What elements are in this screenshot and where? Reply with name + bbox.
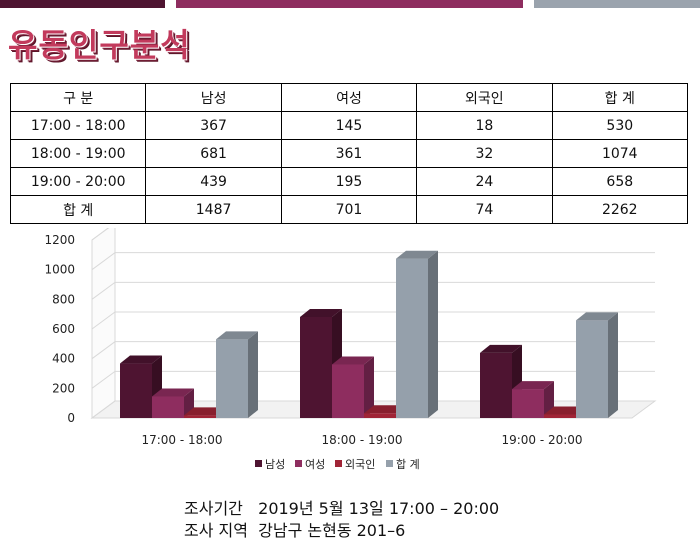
legend-label: 남성 [265, 458, 285, 471]
table-cell: 17:00 - 18:00 [9, 111, 147, 140]
legend-label: 외국인 [345, 458, 375, 471]
table-row: 17:00 - 18:00 367 145 18 530 [9, 111, 689, 140]
survey-location: 조사 지역 강남구 논현동 201–6 [184, 521, 406, 540]
summary-table: 구 분 남성 여성 외국인 합 계 17:00 - 18:00 367 145 18 530 18:… [9, 83, 689, 224]
chart-side-wall [91, 228, 116, 419]
gridline [91, 281, 655, 300]
top-bar-right [534, 0, 700, 8]
y-tick-label: 1200 [44, 233, 75, 247]
table-row: 18:00 - 19:00 681 361 32 1074 [9, 139, 689, 168]
table-cell: 439 [145, 167, 282, 196]
table-cell: 1074 [551, 139, 689, 168]
y-tick-label: 200 [52, 381, 75, 395]
bar-side [428, 250, 438, 418]
bar-top [576, 312, 618, 321]
table-cell: 1487 [145, 195, 282, 224]
table-cell: 195 [280, 167, 418, 196]
bar [576, 320, 608, 418]
bar [364, 413, 396, 418]
bar-top [512, 381, 554, 390]
bar [184, 415, 216, 418]
legend-label: 여성 [305, 458, 325, 471]
table-cell: 남성 [145, 83, 282, 112]
table-cell: 145 [280, 111, 418, 140]
x-tick-label: 17:00 - 18:00 [141, 433, 222, 447]
bar-top [396, 250, 438, 259]
gridline [91, 341, 655, 360]
bar [396, 258, 428, 418]
bar-top [364, 405, 406, 414]
table-cell: 외국인 [416, 83, 553, 112]
legend-swatch [335, 460, 342, 467]
legend-label: 합 계 [396, 458, 420, 471]
table-cell: 2262 [551, 195, 689, 224]
y-tick-label: 0 [67, 411, 75, 425]
x-tick-label: 18:00 - 19:00 [321, 433, 402, 447]
table-cell: 658 [551, 167, 689, 196]
top-bar-middle [176, 0, 523, 8]
y-tick-label: 800 [52, 292, 75, 306]
bar [544, 414, 576, 418]
table-cell: 구 분 [9, 83, 147, 112]
table-cell: 합 계 [551, 83, 689, 112]
table-cell: 681 [145, 139, 282, 168]
table-cell: 530 [551, 111, 689, 140]
table-header-row: 구 분 남성 여성 외국인 합 계 [9, 83, 689, 112]
gridline [91, 400, 655, 419]
table-cell: 24 [416, 167, 553, 196]
table-row: 합 계 1487 701 74 2262 [9, 195, 689, 224]
bar [216, 339, 248, 418]
table-cell: 74 [416, 195, 553, 224]
bar-top [120, 355, 162, 364]
bar-side [364, 356, 374, 418]
bar-top [544, 406, 586, 415]
table-cell: 합 계 [9, 195, 147, 224]
table-cell: 361 [280, 139, 418, 168]
legend-swatch [255, 460, 262, 467]
table-cell: 701 [280, 195, 418, 224]
bar-top [300, 308, 342, 317]
table-cell: 18 [416, 111, 553, 140]
bar [332, 364, 364, 418]
table-row: 19:00 - 20:00 439 195 24 658 [9, 167, 689, 196]
y-tick-label: 1000 [44, 263, 75, 277]
y-tick-label: 600 [52, 322, 75, 336]
y-tick-label: 400 [52, 352, 75, 366]
legend-swatch [295, 460, 302, 467]
bar [120, 363, 152, 418]
table-cell: 18:00 - 19:00 [9, 139, 147, 168]
bar-top [152, 388, 194, 397]
bar-top [480, 344, 522, 353]
bar-top [332, 356, 374, 365]
bar-side [248, 331, 258, 418]
table-cell: 19:00 - 20:00 [9, 167, 147, 196]
x-tick-label: 19:00 - 20:00 [501, 433, 582, 447]
table-cell: 여성 [280, 83, 418, 112]
page-title: 유동인구분석 [8, 26, 191, 64]
bar [152, 396, 184, 418]
survey-period: 조사기간 2019년 5월 13일 17:00 – 20:00 [184, 499, 500, 518]
bar [512, 389, 544, 418]
bar-chart: 0 200 400 600 800 1000 1200 17:00 - 18:00 18:00 … [44, 228, 657, 471]
table-cell: 32 [416, 139, 553, 168]
bar-top [216, 331, 258, 340]
bar-top [184, 407, 226, 416]
gridline [91, 370, 655, 389]
bar-side [608, 312, 618, 418]
bar [300, 316, 332, 418]
bar [480, 352, 512, 418]
gridline [91, 228, 110, 241]
top-bar-left [0, 0, 165, 8]
table-cell: 367 [145, 111, 282, 140]
legend-swatch [386, 460, 393, 467]
gridline [91, 252, 655, 271]
gridline [91, 311, 655, 330]
